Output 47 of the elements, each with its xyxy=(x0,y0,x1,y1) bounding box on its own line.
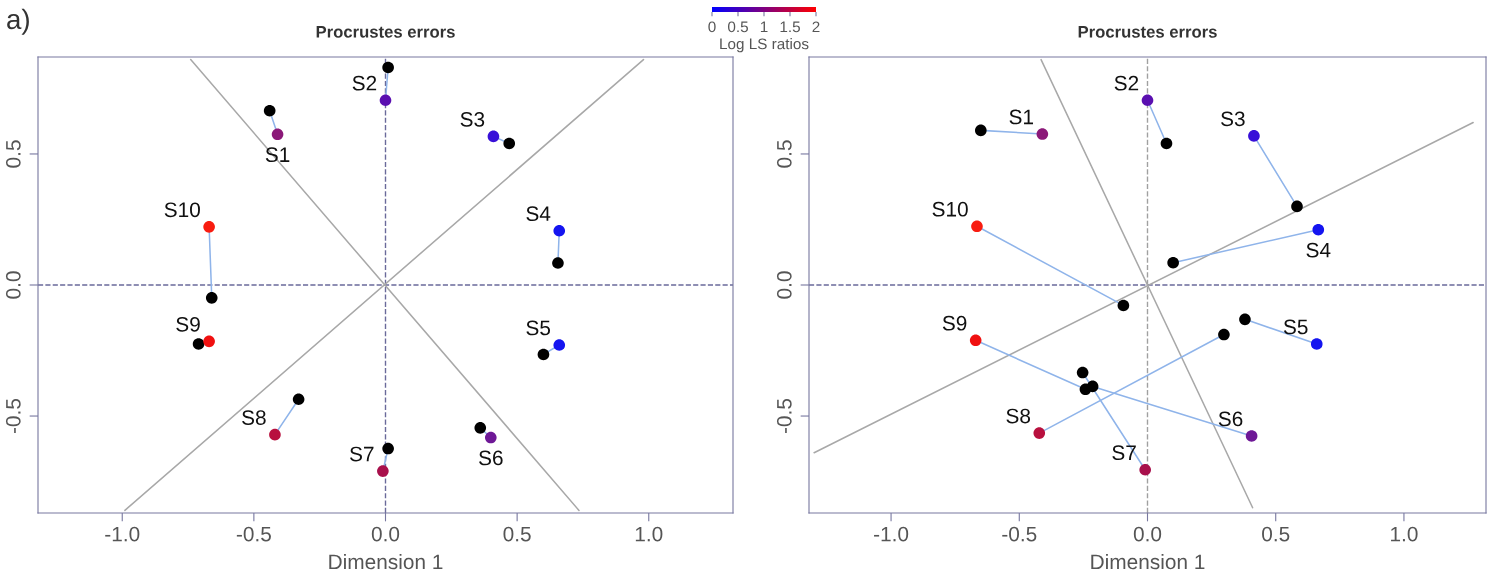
x-tick-label: 0.5 xyxy=(503,526,531,542)
y-tick-label: 0.0 xyxy=(776,271,792,299)
color-bar-label: 1 xyxy=(760,21,768,33)
annotation: S6 xyxy=(479,450,503,466)
x-tick-label: 0.0 xyxy=(371,526,400,542)
color-bar-label: 0 xyxy=(708,21,716,33)
y-tick-label: -0.5 xyxy=(776,398,792,434)
y-tick-label: 0.5 xyxy=(5,140,21,168)
annotation: S5 xyxy=(1283,319,1308,335)
x-tick-label: -1.0 xyxy=(105,526,140,542)
annotation: S10 xyxy=(932,201,968,217)
x-axis-title: Dimension 1 xyxy=(329,553,443,570)
x-tick-label: 1.0 xyxy=(1391,526,1418,542)
annotation: S2 xyxy=(352,75,377,91)
x-axis-title: Dimension 1 xyxy=(1091,553,1205,570)
x-tick-label: -0.5 xyxy=(236,526,271,542)
annotation: S6 xyxy=(1218,411,1243,427)
x-tick-label: -1.0 xyxy=(874,526,909,542)
annotation: S8 xyxy=(242,410,266,425)
annotation: S7 xyxy=(350,446,374,462)
y-tick-label: -0.5 xyxy=(5,398,21,434)
annotation: S1 xyxy=(1009,109,1034,125)
annotation: S3 xyxy=(1221,111,1245,127)
annotation: S5 xyxy=(526,320,551,336)
y-tick-label: 0.0 xyxy=(5,271,21,299)
annotation: S4 xyxy=(1306,242,1331,258)
annotation: S9 xyxy=(942,315,967,331)
annotation: S2 xyxy=(1114,75,1139,91)
x-tick-label: -0.5 xyxy=(1002,526,1037,542)
annotation: S10 xyxy=(164,202,200,218)
annotation: S4 xyxy=(526,206,551,222)
y-tick-label: 0.5 xyxy=(776,140,792,168)
annotation: S9 xyxy=(176,316,200,332)
color-bar-label: 0.5 xyxy=(727,21,748,33)
x-tick-label: 1.0 xyxy=(635,526,663,542)
annotation: S8 xyxy=(1006,408,1031,424)
chart-title: Procrustes errors xyxy=(316,26,455,38)
color-bar-title: Log LS ratios xyxy=(720,38,809,53)
text: a) xyxy=(7,8,29,35)
x-tick-label: 0.5 xyxy=(1262,526,1290,542)
color-bar-label: 1.5 xyxy=(780,21,800,33)
annotation: S3 xyxy=(460,111,485,127)
color-bar-label: 2 xyxy=(812,21,820,33)
x-tick-label: 0.0 xyxy=(1133,526,1162,542)
annotation: S7 xyxy=(1112,445,1136,461)
chart-title: Procrustes errors xyxy=(1078,26,1217,38)
annotation: S1 xyxy=(265,147,290,163)
